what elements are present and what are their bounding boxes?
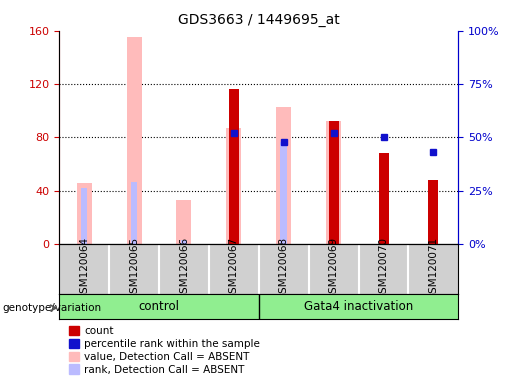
Text: GSM120065: GSM120065: [129, 237, 139, 300]
Text: genotype/variation: genotype/variation: [3, 303, 101, 313]
Title: GDS3663 / 1449695_at: GDS3663 / 1449695_at: [178, 13, 340, 27]
Bar: [329, 121, 339, 244]
Bar: [331, 133, 337, 244]
Bar: [276, 107, 291, 244]
Bar: [77, 182, 92, 244]
Text: GSM120068: GSM120068: [279, 237, 289, 300]
Bar: [127, 37, 142, 244]
Bar: [326, 121, 341, 244]
Bar: [131, 182, 138, 244]
Bar: [231, 133, 237, 244]
Bar: [281, 142, 287, 244]
Text: Gata4 inactivation: Gata4 inactivation: [304, 300, 413, 313]
Bar: [428, 180, 438, 244]
Bar: [379, 153, 388, 244]
Bar: [181, 240, 187, 244]
Text: GSM120071: GSM120071: [428, 237, 438, 300]
Text: control: control: [139, 300, 180, 313]
Text: GSM120070: GSM120070: [379, 237, 388, 300]
Text: GSM120069: GSM120069: [329, 237, 339, 300]
Text: GSM120064: GSM120064: [79, 237, 89, 300]
Bar: [81, 189, 88, 244]
Legend: count, percentile rank within the sample, value, Detection Call = ABSENT, rank, : count, percentile rank within the sample…: [64, 322, 264, 379]
Text: GSM120067: GSM120067: [229, 237, 239, 300]
Bar: [177, 200, 192, 244]
Bar: [227, 128, 242, 244]
Bar: [229, 89, 239, 244]
Text: GSM120066: GSM120066: [179, 237, 189, 300]
